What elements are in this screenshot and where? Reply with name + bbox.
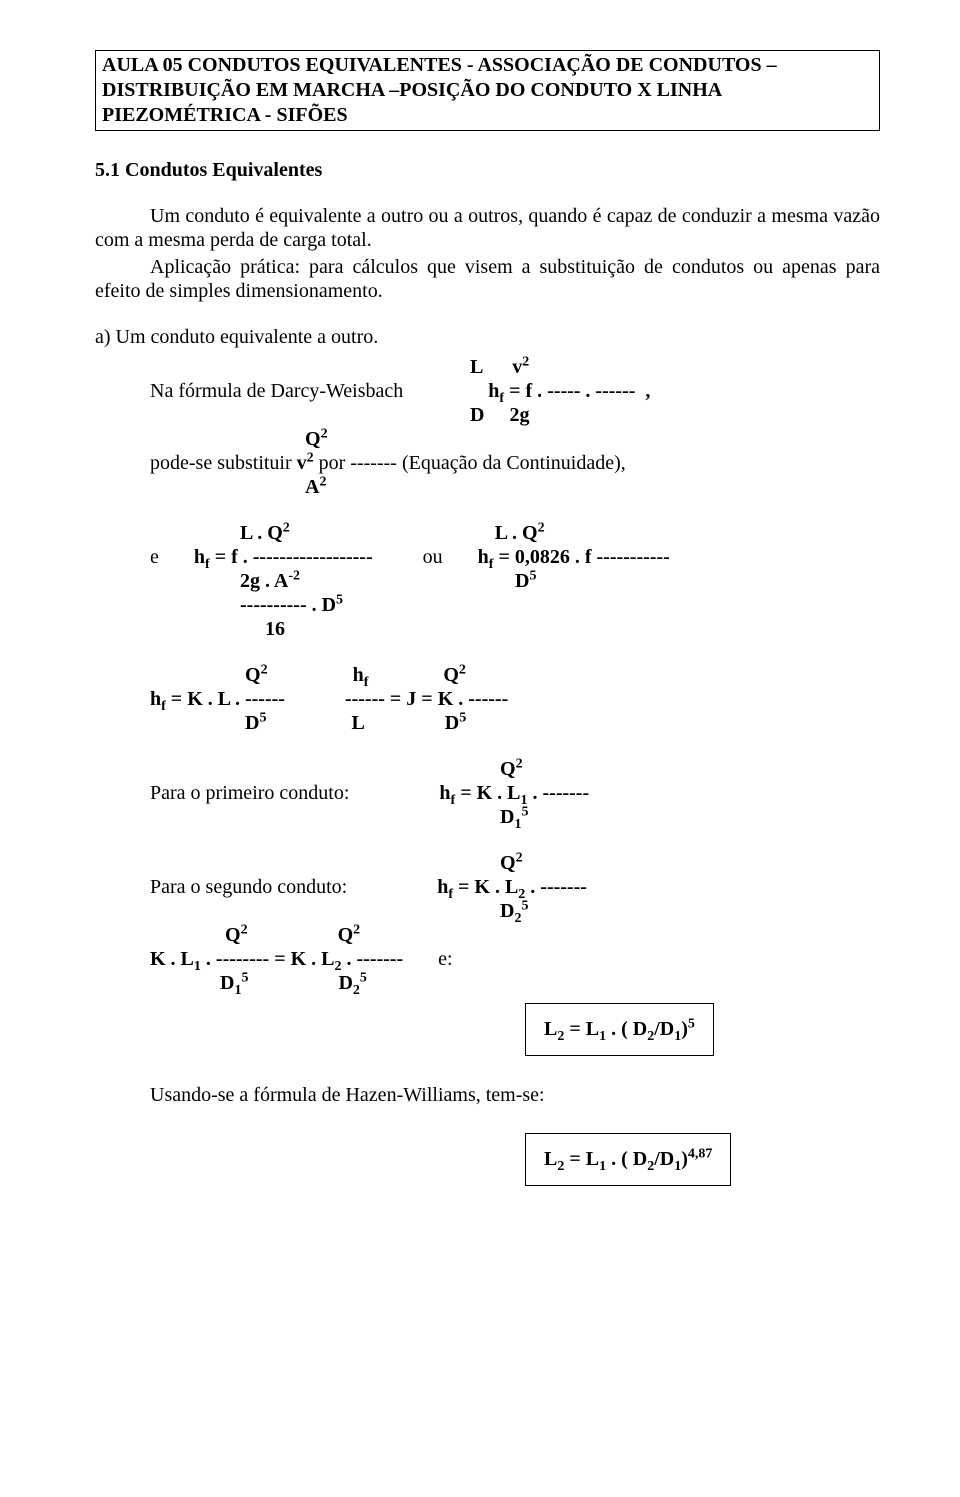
formula-hf-k: Q2 hf Q2 hf = K . L . ------ ------ = J …	[150, 663, 880, 735]
e-colon: e:	[438, 948, 452, 970]
letter-e: e	[150, 546, 159, 568]
continuity-pre: pode-se substituir	[150, 452, 297, 474]
section-title: Condutos Equivalentes	[125, 159, 322, 181]
result-box-1: L2 = L1 . ( D2/D1)5	[525, 1003, 714, 1056]
hazen-williams-text: Usando-se a fórmula de Hazen-Williams, t…	[150, 1084, 880, 1107]
continuity-mid: por ------- (Equação da Continuidade),	[314, 452, 626, 474]
primeiro-label: Para o primeiro conduto:	[150, 782, 349, 804]
darcy-intro-text: Na fórmula de Darcy-Weisbach	[150, 380, 403, 402]
section-heading: 5.1 Condutos Equivalentes	[95, 159, 880, 182]
formula-primeiro: Q2 Para o primeiro conduto: hf = K . L1 …	[150, 757, 880, 829]
result-box-1-wrapper: L2 = L1 . ( D2/D1)5	[95, 995, 880, 1056]
word-ou: ou	[423, 546, 443, 568]
formula-hf-f: L . Q2 L . Q2 e hf = f . ---------------…	[150, 521, 880, 641]
result-box-2: L2 = L1 . ( D2/D1)4,87	[525, 1133, 731, 1186]
section-number: 5.1	[95, 159, 120, 181]
paragraph-2: Aplicação prática: para cálculos que vis…	[95, 255, 880, 304]
subsection-a: a) Um conduto equivalente a outro.	[95, 326, 880, 349]
paragraph-1: Um conduto é equivalente a outro ou a ou…	[95, 204, 880, 253]
formula-segundo: Q2 Para o segundo conduto: hf = K . L2 .…	[150, 851, 880, 995]
lesson-header-box: AULA 05 CONDUTOS EQUIVALENTES - ASSOCIAÇ…	[95, 50, 880, 131]
result-box-2-wrapper: L2 = L1 . ( D2/D1)4,87	[95, 1119, 880, 1186]
formula-darcy: L v2 Na fórmula de Darcy-Weisbach hf = f…	[150, 355, 880, 499]
segundo-label: Para o segundo conduto:	[150, 876, 347, 898]
lesson-header-title: AULA 05 CONDUTOS EQUIVALENTES - ASSOCIAÇ…	[102, 53, 873, 128]
